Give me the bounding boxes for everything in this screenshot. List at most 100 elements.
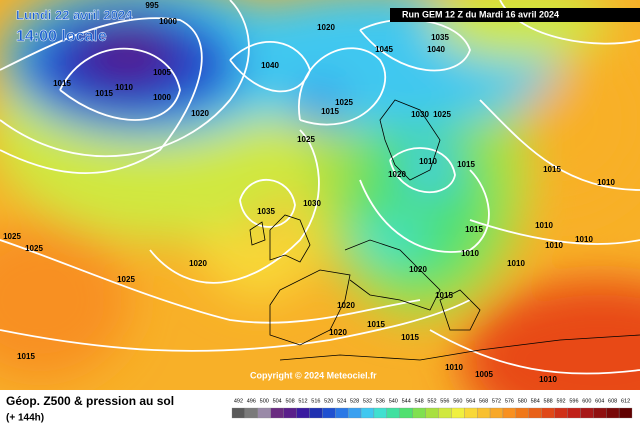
isobar-label: 1020 [189,259,207,268]
colorbar-swatch [489,407,504,419]
colorbar-swatch [502,407,517,419]
colorbar-tick: 516 [311,398,320,404]
isobar-label: 1015 [367,320,385,329]
colorbar-swatch [283,407,297,419]
colorbar-swatch [618,407,633,419]
isobar-label: 1015 [17,352,35,361]
colorbar-swatch [309,407,323,419]
isobar-label: 1020 [337,301,355,310]
isobar-label: 1045 [375,45,393,54]
colorbar-swatch [270,407,284,419]
colorbar-swatch [399,407,413,419]
colorbar-swatch [373,407,387,419]
isobar-label: 1015 [321,107,339,116]
colorbar-tick: 540 [389,398,398,404]
colorbar-swatch [541,407,555,419]
colorbar-tick: 528 [350,398,359,404]
colorbar-tick: 584 [531,398,540,404]
isobar-label: 1035 [431,33,449,42]
colorbar-tick: 564 [466,398,475,404]
isobar-label: 1025 [297,135,315,144]
colorbar-tick: 592 [556,398,565,404]
isobar-label: 1015 [53,79,71,88]
isobar-label: 1010 [461,249,479,258]
isobar-label: 1010 [597,178,615,187]
colorbar-tick: 512 [298,398,307,404]
isobar-label: 1015 [465,225,483,234]
colorbar-swatch [412,407,426,419]
colorbar-tick: 608 [608,398,617,404]
isobar-label: 1010 [545,241,563,250]
isobar-label: 1000 [159,17,177,26]
colorbar-swatch [360,407,375,419]
isobar-label: 1040 [427,45,445,54]
isobar-label: 995 [145,1,159,10]
isobar-label: 1000 [153,93,171,102]
colorbar-swatch [528,407,542,419]
isobar-label: 1010 [115,83,133,92]
colorbar-tick: 536 [376,398,385,404]
colorbar-tick: 572 [492,398,501,404]
isobar-label: 1030 [303,199,321,208]
run-label: Run GEM 12 Z du Mardi 16 avril 2024 [402,9,559,19]
colorbar-swatch [257,407,271,419]
isobar-label: 1025 [117,275,135,284]
colorbar-swatch [606,407,620,419]
colorbar-swatch [593,407,607,419]
isobar-label: 1010 [575,235,593,244]
colorbar-tick: 612 [621,398,630,404]
colorbar-swatch [477,407,491,419]
colorbar-tick: 544 [402,398,411,404]
isobar-label: 1010 [445,363,463,372]
isobar-label: 1015 [435,291,453,300]
colorbar-tick: 576 [505,398,514,404]
colorbar-swatch [515,407,529,419]
footer-title: Géop. Z500 & pression au sol [6,394,174,408]
isobar-label: 1010 [419,157,437,166]
colorbar-tick: 604 [595,398,604,404]
colorbar-tick: 492 [234,398,243,404]
isobar-label: 1010 [535,221,553,230]
forecast-date: Lundi 22 avril 2024 [16,7,133,22]
forecast-time: 14:00 locale [16,28,107,45]
isobar-label: 1020 [317,23,335,32]
colorbar-swatch [322,407,336,419]
colorbar-tick: 580 [518,398,527,404]
isobar-label: 1025 [3,232,21,241]
isobar-label: 1015 [543,165,561,174]
colorbar-tick: 600 [582,398,591,404]
colorbar-tick: 556 [440,398,449,404]
isobar-label: 1020 [191,109,209,118]
colorbar-tick: 496 [247,398,256,404]
isobar-label: 1005 [153,68,171,77]
colorbar-tick: 520 [324,398,333,404]
colorbar-swatch [347,407,362,419]
isobars [0,0,640,375]
footer-lead: (+ 144h) [6,413,44,424]
colorbar-tick: 500 [260,398,269,404]
colorbar-swatch [386,407,400,419]
run-banner [390,8,640,22]
colorbar-tick: 504 [273,398,282,404]
colorbar-swatch [438,407,452,419]
colorbar-swatch [464,407,478,419]
isobar-label: 1025 [433,110,451,119]
colorbar-swatch [567,407,581,419]
colorbar-swatch [580,407,594,419]
colorbar-swatch [425,407,439,419]
isobar-label: 1025 [335,98,353,107]
isobar-label: 1020 [409,265,427,274]
colorbar-tick: 552 [427,398,436,404]
isobar-label: 1040 [261,61,279,70]
colorbar-swatch [244,407,258,419]
colorbar-tick: 560 [453,398,462,404]
isobar-label: 1025 [25,244,43,253]
isobar-label: 1020 [329,328,347,337]
colorbar-swatch [296,407,310,419]
colorbar-tick: 532 [363,398,372,404]
isobar-label: 1015 [401,333,419,342]
isobar-label: 1020 [388,170,406,179]
colorbar-tick: 524 [337,398,346,404]
colorbar-tick: 568 [479,398,488,404]
